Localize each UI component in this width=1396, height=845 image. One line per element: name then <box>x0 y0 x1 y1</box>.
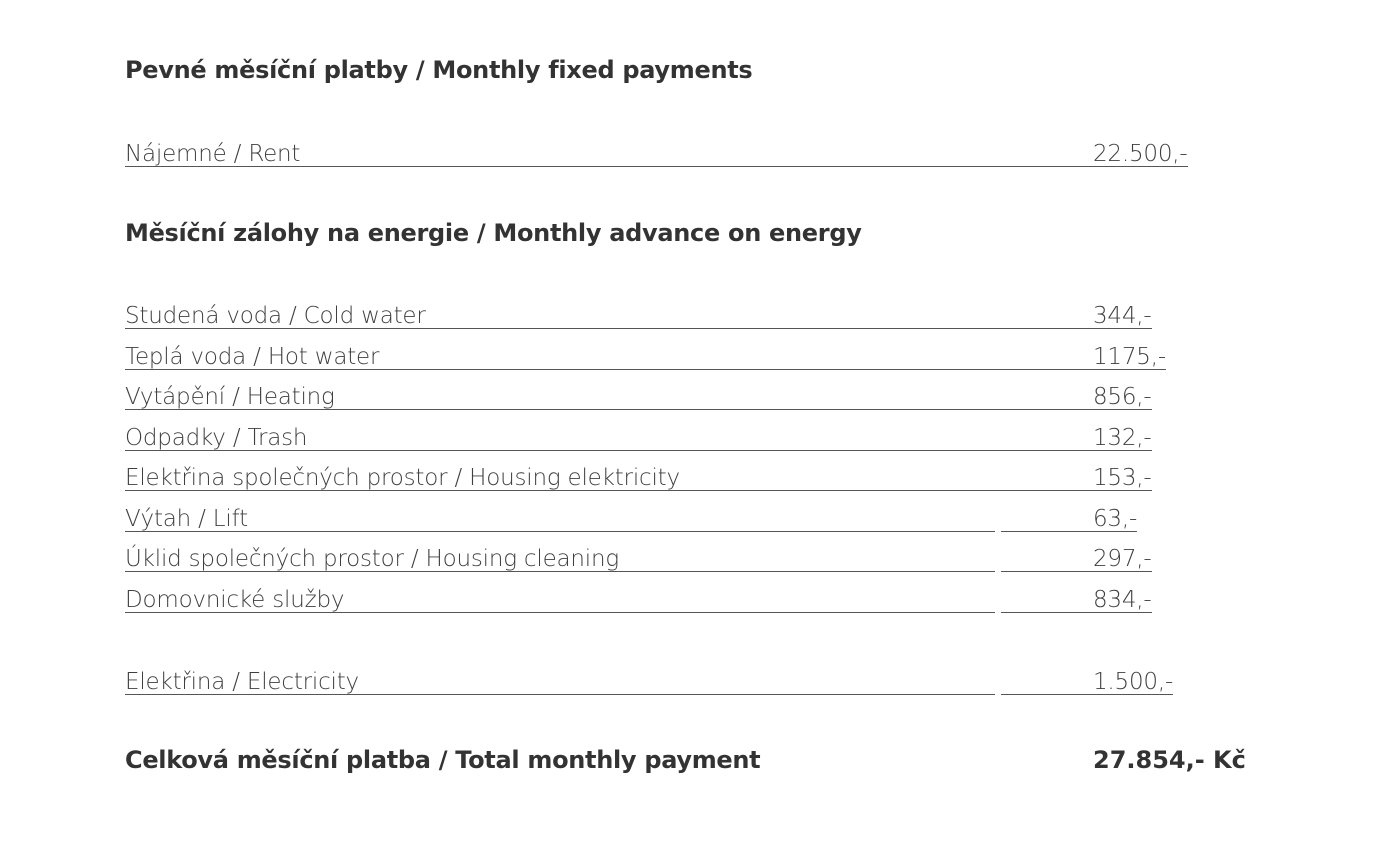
row-value: 1175,- <box>1093 344 1166 370</box>
line-gap <box>995 530 1001 534</box>
payment-row: Elektřina / Electricity 1.500,- <box>125 662 1174 697</box>
payment-row: Nájemné / Rent 22.500,- <box>125 134 1188 167</box>
row-value: 22.500,- <box>1093 141 1188 167</box>
payment-row: Elektřina společných prostor / Housing e… <box>125 458 1152 491</box>
row-label: Nájemné / Rent <box>125 141 301 167</box>
section-heading: Pevné měsíční platby / Monthly fixed pay… <box>125 56 753 84</box>
payment-row: Teplá voda / Hot water 1175,- <box>125 337 1166 370</box>
row-label: Domovnické služby <box>125 587 345 613</box>
payment-row: Studená voda / Cold water 344,- <box>125 296 1152 329</box>
row-value: 153,- <box>1093 465 1152 491</box>
row-label: Elektřina / Electricity <box>125 669 359 695</box>
row-value: 63,- <box>1093 506 1138 532</box>
row-value: 834,- <box>1093 587 1152 613</box>
payment-row: Vytápění / Heating 856,- <box>125 377 1152 410</box>
payment-row: Výtah / Lift 63,- <box>125 499 1138 534</box>
row-label: Studená voda / Cold water <box>125 303 426 329</box>
payment-row: Odpadky / Trash 132,- <box>125 418 1152 451</box>
row-label: Odpadky / Trash <box>125 425 308 451</box>
row-label: Elektřina společných prostor / Housing e… <box>125 465 680 491</box>
row-value: 297,- <box>1093 546 1152 572</box>
total-value: 27.854,- Kč <box>1093 746 1246 774</box>
line-gap <box>995 611 1001 615</box>
row-label: Vytápění / Heating <box>125 384 335 410</box>
row-label: Úklid společných prostor / Housing clean… <box>125 546 619 572</box>
row-value: 132,- <box>1093 425 1152 451</box>
payment-row: Domovnické služby 834,- <box>125 580 1152 615</box>
row-value: 1.500,- <box>1093 669 1174 695</box>
payment-row: Úklid společných prostor / Housing clean… <box>125 539 1152 574</box>
section-heading: Měsíční zálohy na energie / Monthly adva… <box>125 219 862 247</box>
row-value: 856,- <box>1093 384 1152 410</box>
line-gap <box>995 570 1001 574</box>
line-gap <box>995 693 1001 697</box>
total-label: Celková měsíční platba / Total monthly p… <box>125 746 761 774</box>
row-label: Výtah / Lift <box>125 506 248 532</box>
row-label: Teplá voda / Hot water <box>125 344 380 370</box>
row-value: 344,- <box>1093 303 1152 329</box>
